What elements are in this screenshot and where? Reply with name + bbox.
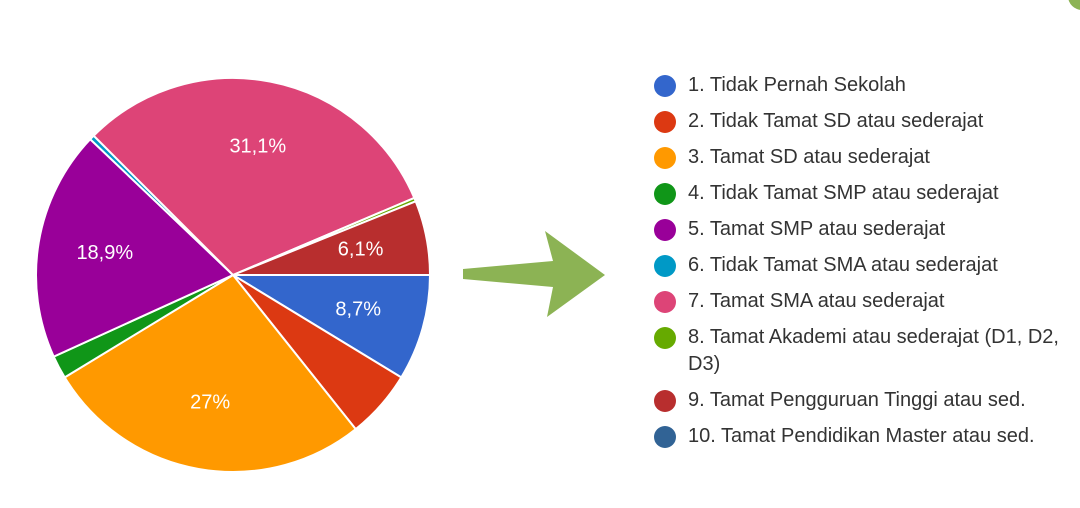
legend-swatch bbox=[654, 111, 676, 133]
chart-legend: 1. Tidak Pernah Sekolah 2. Tidak Tamat SD… bbox=[654, 72, 1080, 459]
corner-decoration-icon bbox=[1068, 0, 1080, 10]
legend-item: 1. Tidak Pernah Sekolah bbox=[654, 72, 1080, 99]
legend-item: 2. Tidak Tamat SD atau sederajat bbox=[654, 108, 1080, 135]
legend-label: 10. Tamat Pendidikan Master atau sed. bbox=[688, 425, 1035, 447]
legend-swatch bbox=[654, 291, 676, 313]
legend-label: 1. Tidak Pernah Sekolah bbox=[688, 74, 906, 96]
legend-item: 8. Tamat Akademi atau sederajat (D1, D2,… bbox=[654, 324, 1080, 378]
slice-data-label-1: 8,7% bbox=[335, 298, 381, 320]
right-arrow-icon bbox=[463, 231, 605, 317]
legend-label: 5. Tamat SMP atau sederajat bbox=[688, 218, 946, 240]
legend-swatch bbox=[654, 75, 676, 97]
legend-item: 10. Tamat Pendidikan Master atau sed. bbox=[654, 423, 1080, 450]
pie-slice-1 bbox=[229, 274, 432, 379]
legend-label: 9. Tamat Pengguruan Tinggi atau sed. bbox=[688, 389, 1026, 411]
slice-data-label-9: 6,1% bbox=[338, 238, 384, 260]
legend-item: 4. Tidak Tamat SMP atau sederajat bbox=[654, 180, 1080, 207]
pie-chart: 8,7% 27% 18,9% 31,1% 6,1% bbox=[35, 77, 432, 473]
pie-slice-9 bbox=[232, 200, 432, 276]
legend-item: 9. Tamat Pengguruan Tinggi atau sed. bbox=[654, 387, 1080, 414]
slice-data-label-7: 31,1% bbox=[229, 136, 286, 158]
legend-swatch bbox=[654, 390, 676, 412]
legend-swatch bbox=[654, 219, 676, 241]
pie-slice-5 bbox=[35, 137, 235, 358]
pie-slice-3 bbox=[63, 273, 358, 473]
legend-label: 4. Tidak Tamat SMP atau sederajat bbox=[688, 182, 999, 204]
legend-swatch bbox=[654, 327, 676, 349]
legend-label: 3. Tamat SD atau sederajat bbox=[688, 146, 930, 168]
legend-item: 3. Tamat SD atau sederajat bbox=[654, 144, 1080, 171]
legend-item: 6. Tidak Tamat SMA atau sederajat bbox=[654, 252, 1080, 279]
slice-data-label-5: 18,9% bbox=[76, 242, 133, 264]
slice-data-label-3: 27% bbox=[190, 391, 230, 413]
legend-swatch bbox=[654, 183, 676, 205]
legend-label: 8. Tamat Akademi atau sederajat (D1, D2,… bbox=[688, 326, 1059, 375]
legend-swatch bbox=[654, 147, 676, 169]
pie-slice-7 bbox=[92, 77, 416, 277]
legend-label: 2. Tidak Tamat SD atau sederajat bbox=[688, 110, 984, 132]
legend-item: 5. Tamat SMP atau sederajat bbox=[654, 216, 1080, 243]
legend-swatch bbox=[654, 255, 676, 277]
legend-item: 7. Tamat SMA atau sederajat bbox=[654, 288, 1080, 315]
legend-label: 7. Tamat SMA atau sederajat bbox=[688, 290, 945, 312]
legend-label: 6. Tidak Tamat SMA atau sederajat bbox=[688, 254, 998, 276]
legend-swatch bbox=[654, 426, 676, 448]
